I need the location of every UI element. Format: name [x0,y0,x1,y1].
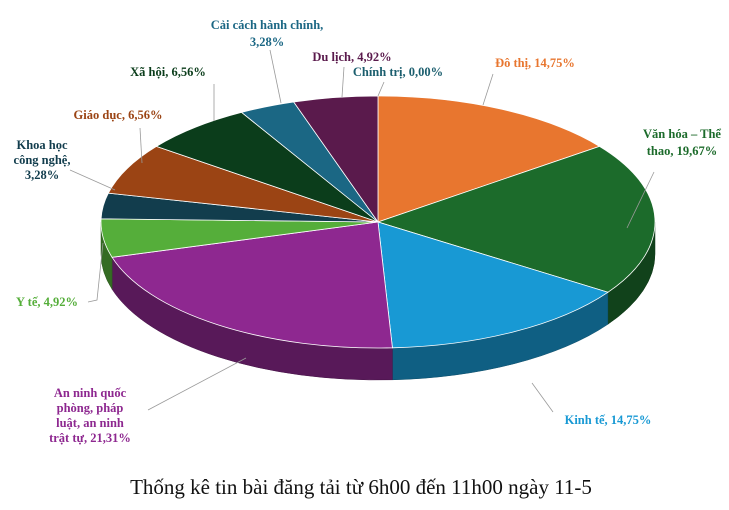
leader-do-thi [482,73,494,106]
leader-van-hoa [626,171,655,229]
slice-8 [155,111,379,223]
pie-top-layer [100,95,656,349]
slice-label-chinh-tri: Chính trị, 0,00% [353,65,443,79]
slice-label-van-hoa-the-thao: Văn hóa – Thể thao, 19,67% [643,127,721,158]
slice-label-do-thi: Đô thị, 14,75% [495,56,575,70]
slice-1 [377,95,601,223]
label-leader-lines [69,49,655,413]
slice-3 [377,221,609,349]
slice-10 [293,95,379,224]
slice-2 [376,145,656,293]
leader-chinh-tri [377,81,385,97]
slice-label-xa-hoi: Xã hội, 6,56% [130,65,206,79]
leader-an-ninh [147,357,247,411]
slice-label-kinh-te: Kinh tế, 14,75% [565,413,652,427]
slice-label-giao-duc: Giáo dục, 6,56% [74,108,163,122]
slice-4 [111,221,393,349]
slice-label-cai-cach-hanh-chinh: Cải cách hành chính, 3,28% [211,18,324,49]
leader-giao-duc [139,127,143,164]
leader-kinh-te [531,382,554,413]
leader-khoa-hoc [69,169,116,191]
slice-7 [107,145,379,223]
slice-label-khoa-hoc-cong-nghe: Khoa học công nghệ, 3,28% [14,138,71,182]
chart-title: Thống kê tin bài đăng tải từ 6h00 đến 11… [130,475,592,499]
leader-du-lich [341,66,345,98]
slice-label-y-te: Y tế, 4,92% [16,295,78,309]
leader-cai-cach [269,49,282,104]
slice-label-an-ninh: An ninh quốc phòng, pháp luật, an ninh trật… [49,386,131,445]
leader-y-te [87,242,104,303]
slice-label-du-lich: Du lịch, 4,92% [312,50,391,64]
